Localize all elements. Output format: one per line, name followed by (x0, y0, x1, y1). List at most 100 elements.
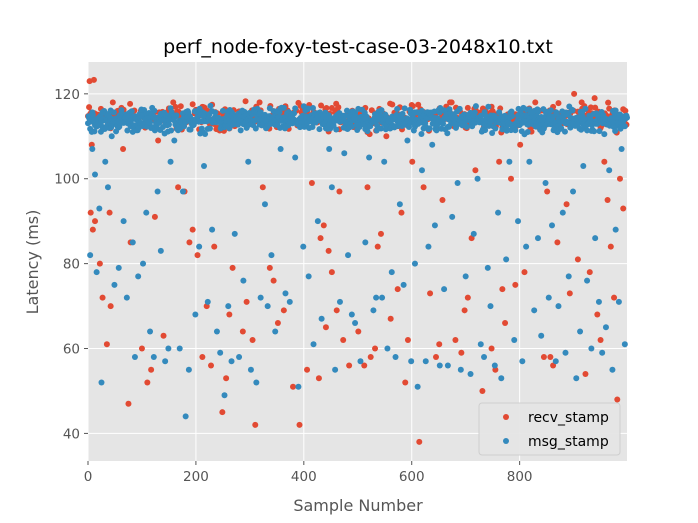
point-msg-stamp-57 (305, 273, 312, 280)
point-msg-stamp-band-742 (485, 103, 492, 110)
point-recv-stamp-23 (170, 99, 177, 106)
point-recv-stamp-46 (280, 307, 287, 314)
point-msg-stamp-124 (565, 273, 572, 280)
point-msg-stamp-band-736 (482, 127, 489, 134)
point-recv-stamp-band-442 (323, 104, 330, 111)
point-msg-stamp-126 (573, 375, 580, 382)
x-tick-label-0: 0 (84, 469, 93, 485)
point-msg-stamp-121 (555, 303, 562, 310)
point-recv-stamp-53 (317, 235, 324, 242)
point-msg-stamp-37 (221, 392, 228, 399)
point-recv-stamp-band-704 (464, 104, 471, 111)
point-msg-stamp-11 (120, 218, 127, 225)
legend: recv_stamp msg_stamp (478, 402, 621, 456)
point-msg-stamp-80 (400, 281, 407, 288)
point-msg-stamp-134 (602, 324, 609, 331)
point-recv-stamp-band-940 (592, 104, 599, 111)
point-msg-stamp-band-573 (394, 106, 401, 113)
point-recv-stamp-72 (398, 209, 405, 216)
point-msg-stamp-127 (577, 328, 584, 335)
point-recv-stamp-99 (512, 281, 519, 288)
point-recv-stamp-89 (464, 294, 471, 301)
point-recv-stamp-33 (219, 409, 226, 416)
point-recv-stamp-126 (616, 175, 623, 182)
point-msg-stamp-band-922 (582, 105, 589, 112)
point-recv-stamp-103 (532, 99, 539, 106)
point-msg-stamp-band-81 (128, 108, 135, 115)
point-msg-stamp-19 (150, 354, 157, 361)
point-msg-stamp-band-719 (472, 103, 479, 110)
point-recv-stamp-79 (427, 290, 434, 297)
point-msg-stamp-band-884 (561, 128, 568, 135)
point-msg-stamp-band-262 (226, 125, 233, 132)
point-msg-stamp-band-858 (547, 107, 554, 114)
point-recv-stamp-92 (479, 387, 486, 394)
point-msg-stamp-55 (295, 383, 302, 390)
point-recv-stamp-52 (315, 375, 322, 382)
point-msg-stamp-band-834 (534, 108, 541, 115)
point-msg-stamp-131 (592, 235, 599, 242)
point-msg-stamp-band-150 (165, 121, 172, 128)
legend-label-recv-stamp: recv_stamp (528, 410, 609, 426)
point-msg-stamp-band-749 (489, 130, 496, 137)
point-msg-stamp-39 (228, 358, 235, 365)
point-recv-stamp-band-872 (555, 100, 562, 107)
point-recv-stamp-51 (308, 179, 315, 186)
point-recv-stamp-36 (229, 264, 236, 271)
point-msg-stamp-45 (253, 379, 260, 386)
point-msg-stamp-75 (381, 158, 388, 165)
point-msg-stamp-64 (336, 298, 343, 305)
point-msg-stamp-114 (531, 307, 538, 314)
point-msg-stamp-53 (286, 298, 293, 305)
point-msg-stamp-71 (366, 154, 373, 161)
point-msg-stamp-72 (370, 307, 377, 314)
y-tick-label-1: 60 (63, 342, 80, 358)
point-msg-stamp-band-408 (305, 105, 312, 112)
point-recv-stamp-128 (622, 107, 629, 114)
point-recv-stamp-21 (155, 137, 162, 144)
point-msg-stamp-50 (272, 328, 279, 335)
point-msg-stamp-61 (326, 146, 333, 153)
point-msg-stamp-band-236 (212, 109, 219, 116)
point-msg-stamp-band-646 (433, 127, 440, 134)
point-msg-stamp-69 (357, 358, 364, 365)
point-msg-stamp-5 (98, 379, 105, 386)
point-msg-stamp-band-702 (463, 123, 470, 130)
point-msg-stamp-band-583 (399, 110, 406, 117)
point-recv-stamp-15 (125, 400, 132, 407)
point-msg-stamp-35 (213, 328, 220, 335)
point-msg-stamp-96 (462, 273, 469, 280)
point-msg-stamp-band-382 (291, 110, 298, 117)
point-recv-stamp-97 (502, 320, 509, 327)
series-msg-stamp (85, 102, 630, 420)
point-msg-stamp-band-785 (508, 108, 515, 115)
point-msg-stamp-band-647 (434, 122, 441, 129)
point-recv-stamp-7 (99, 294, 106, 301)
point-msg-stamp-56 (300, 243, 307, 250)
point-recv-stamp-40 (252, 421, 259, 428)
point-msg-stamp-band-815 (524, 128, 531, 135)
point-recv-stamp-109 (554, 239, 561, 246)
point-recv-stamp-121 (601, 158, 608, 165)
point-msg-stamp-51 (277, 146, 284, 153)
point-recv-stamp-122 (604, 196, 611, 203)
point-recv-stamp-66 (372, 345, 379, 352)
point-recv-stamp-95 (496, 158, 503, 165)
point-msg-stamp-band-460 (333, 126, 340, 133)
scatter-points (85, 76, 630, 445)
point-recv-stamp-86 (452, 337, 459, 344)
point-msg-stamp-103 (487, 303, 494, 310)
point-msg-stamp-92 (444, 362, 451, 369)
point-recv-stamp-19 (148, 366, 155, 373)
point-msg-stamp-116 (538, 332, 545, 339)
point-recv-stamp-73 (402, 379, 409, 386)
point-recv-stamp-87 (458, 349, 465, 356)
point-msg-stamp-123 (562, 349, 569, 356)
point-msg-stamp-band-978 (612, 107, 619, 114)
point-msg-stamp-78 (392, 354, 399, 361)
point-msg-stamp-93 (449, 213, 456, 220)
point-msg-stamp-117 (542, 179, 549, 186)
point-recv-stamp-59 (336, 188, 343, 195)
point-msg-stamp-33 (204, 298, 211, 305)
point-recv-stamp-61 (346, 362, 353, 369)
